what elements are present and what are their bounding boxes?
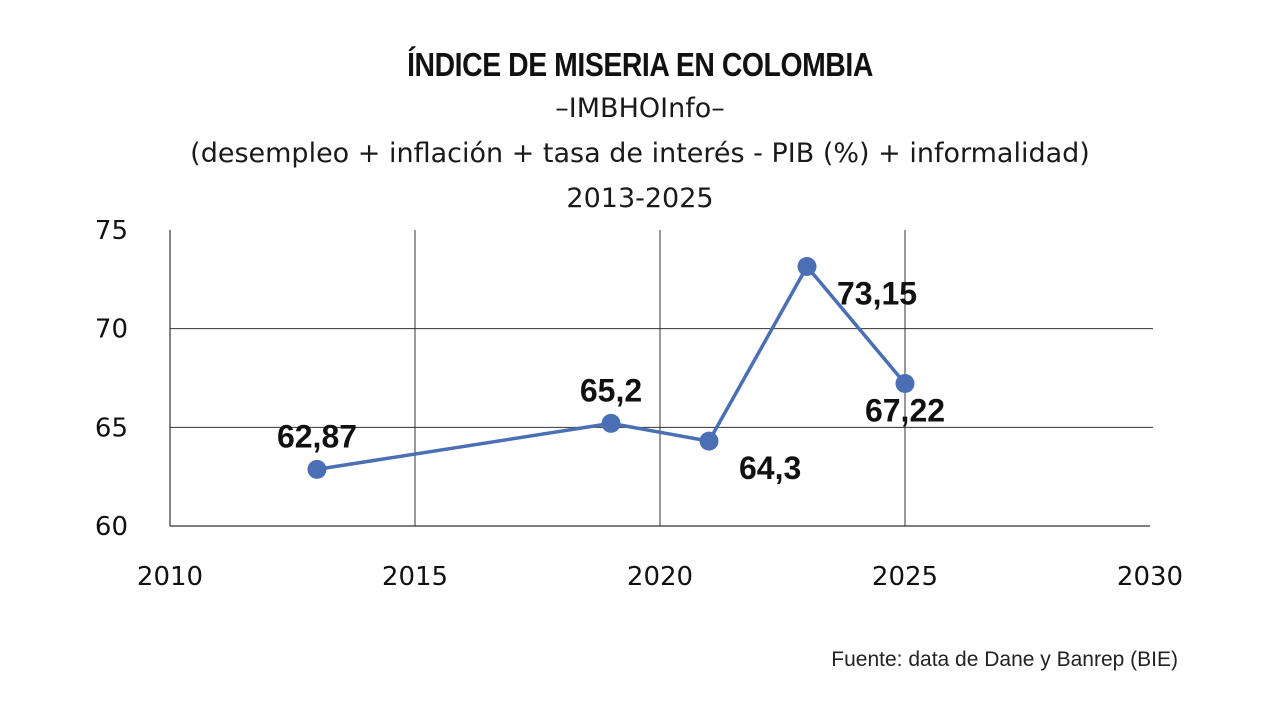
x-tick-label: 2015	[382, 562, 448, 592]
data-label: 67,22	[865, 393, 945, 429]
chart-subtitle-2: (desempleo + inflación + tasa de interés…	[190, 138, 1090, 169]
data-point	[797, 257, 817, 277]
source-note: Fuente: data de Dane y Banrep (BIE)	[831, 648, 1178, 671]
series-line	[316, 264, 907, 472]
y-tick-label: 60	[95, 512, 128, 542]
x-tick-label: 2010	[137, 562, 203, 592]
y-tick-label: 65	[95, 413, 128, 443]
data-point	[699, 431, 719, 451]
data-label: 64,3	[739, 450, 801, 486]
y-tick-label: 75	[95, 216, 128, 246]
data-point	[307, 459, 327, 479]
chart-subtitle-3: 2013-2025	[566, 183, 714, 214]
data-label: 73,15	[837, 276, 917, 312]
data-point	[895, 374, 915, 394]
data-point	[601, 413, 621, 433]
chart-title: ÍNDICE DE MISERIA EN COLOMBIA	[407, 46, 873, 83]
chart-subtitle-1: –IMBHOInfo–	[555, 93, 725, 124]
x-tick-label: 2025	[872, 562, 938, 592]
y-tick-label: 70	[95, 315, 128, 345]
data-label: 65,2	[580, 372, 642, 408]
x-tick-label: 2020	[627, 562, 693, 592]
x-tick-label: 2030	[1117, 562, 1183, 592]
data-label: 62,87	[277, 418, 357, 454]
